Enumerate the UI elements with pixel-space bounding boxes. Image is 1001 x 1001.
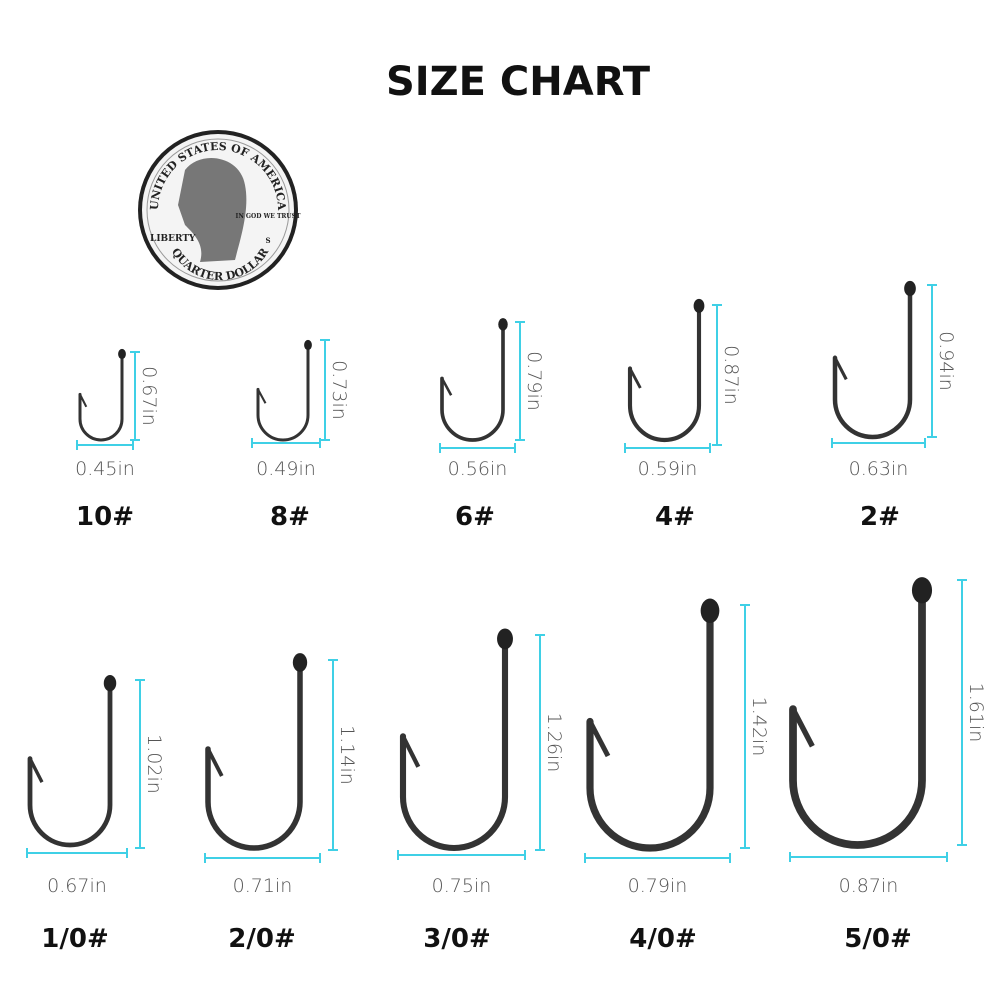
- width-label: 0.45in: [75, 458, 135, 480]
- width-label: 0.67in: [47, 875, 107, 897]
- width-label: 0.79in: [628, 875, 688, 897]
- height-label: 0.87in: [720, 345, 742, 405]
- height-label: 1.02in: [143, 734, 165, 794]
- hook-barb: [440, 377, 453, 396]
- hook-barb: [587, 720, 611, 758]
- hook-eye: [292, 653, 308, 672]
- hook-barb: [257, 388, 267, 404]
- height-label: 0.67in: [138, 366, 160, 426]
- hook-eye: [497, 628, 513, 650]
- coin-liberty: LIBERTY: [150, 234, 196, 244]
- hook-eye: [498, 318, 508, 331]
- coin-motto: IN GOD WE TRUST: [236, 213, 301, 220]
- size-label: 1/0#: [41, 924, 108, 954]
- hook-item: 1.14in 0.71in 2/0#: [204, 653, 358, 954]
- hook: [27, 685, 113, 848]
- size-label: 5/0#: [844, 924, 911, 954]
- hook: [205, 665, 303, 851]
- height-label: 1.14in: [336, 725, 358, 785]
- hook-eye: [904, 280, 916, 297]
- height-label: 0.94in: [935, 331, 957, 391]
- hook-barb: [79, 393, 88, 408]
- hook: [586, 614, 714, 852]
- hook: [440, 326, 505, 442]
- hook-barb: [401, 735, 421, 768]
- height-label: 1.42in: [748, 697, 770, 757]
- size-label: 6#: [455, 502, 495, 532]
- width-label: 0.87in: [839, 875, 899, 897]
- height-label: 1.26in: [543, 713, 565, 773]
- hook-item: 0.67in 0.45in 10#: [75, 348, 160, 532]
- hook-eye: [693, 298, 705, 313]
- hook-barb: [28, 757, 44, 783]
- hook: [256, 346, 310, 442]
- height-label: 1.61in: [965, 683, 987, 743]
- size-label: 3/0#: [423, 924, 490, 954]
- width-label: 0.49in: [256, 458, 316, 480]
- width-label: 0.71in: [233, 875, 293, 897]
- hook: [789, 594, 926, 849]
- size-label: 10#: [76, 502, 134, 532]
- height-label: 0.73in: [328, 360, 350, 420]
- hook-item: 0.79in 0.56in 6#: [439, 318, 545, 532]
- hook: [832, 290, 913, 440]
- width-label: 0.56in: [448, 458, 508, 480]
- hook-barb: [833, 357, 848, 381]
- size-label: 4/0#: [629, 924, 696, 954]
- hook-barb: [790, 707, 815, 748]
- size-label: 2#: [860, 502, 900, 532]
- hook: [78, 355, 124, 442]
- hook: [399, 641, 509, 851]
- hook-item: 1.61in 0.87in 5/0#: [789, 577, 987, 954]
- hook-eye: [103, 675, 117, 692]
- hook-eye: [304, 339, 312, 351]
- size-label: 4#: [655, 502, 695, 532]
- coin: UNITED STATES OF AMERICA QUARTER DOLLAR …: [138, 130, 301, 290]
- hook-barb: [628, 367, 642, 389]
- hook-item: 0.87in 0.59in 4#: [624, 298, 742, 532]
- hook-item: 0.73in 0.49in 8#: [251, 339, 350, 532]
- hook-eye: [911, 577, 933, 604]
- width-label: 0.59in: [638, 458, 698, 480]
- width-label: 0.63in: [849, 458, 909, 480]
- hook-barb: [206, 748, 224, 777]
- title: SIZE CHART: [386, 59, 651, 105]
- hook-item: 1.02in 0.67in 1/0#: [26, 675, 165, 954]
- height-label: 0.79in: [523, 351, 545, 411]
- hook-item: 1.26in 0.75in 3/0#: [397, 628, 565, 954]
- hook-item: 1.42in 0.79in 4/0#: [584, 598, 770, 954]
- size-label: 2/0#: [228, 924, 295, 954]
- coin-mint: S: [265, 236, 270, 245]
- hook-eye: [118, 348, 126, 360]
- width-label: 0.75in: [432, 875, 492, 897]
- hook-item: 0.94in 0.63in 2#: [831, 280, 957, 532]
- size-label: 8#: [270, 502, 310, 532]
- hook: [627, 307, 702, 442]
- hook-eye: [700, 598, 720, 624]
